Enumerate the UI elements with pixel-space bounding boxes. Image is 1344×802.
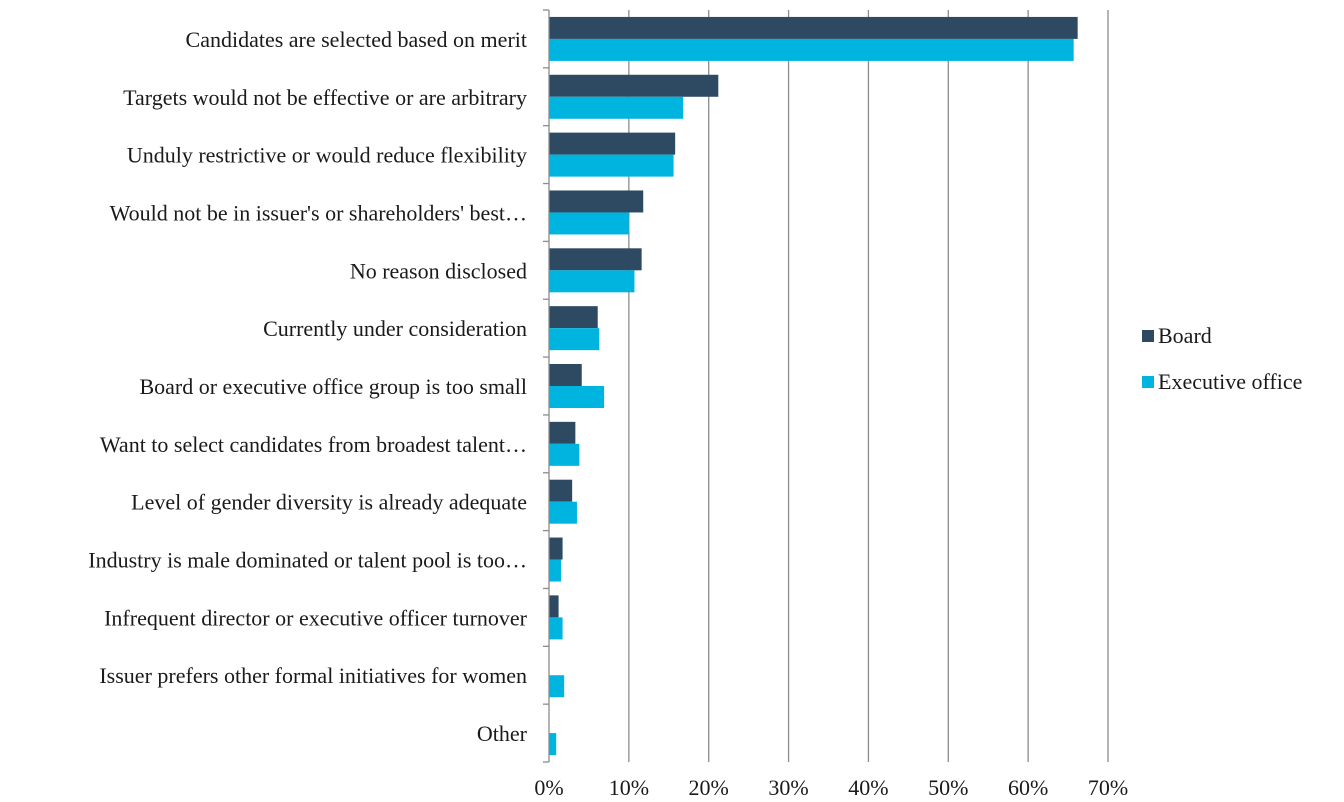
bar-board xyxy=(549,537,563,560)
bar-executive-office xyxy=(549,617,563,640)
x-tick-label: 30% xyxy=(768,775,808,800)
category-label: Infrequent director or executive officer… xyxy=(104,605,528,630)
category-label: Would not be in issuer's or shareholders… xyxy=(110,200,527,225)
x-tick-label: 20% xyxy=(689,775,729,800)
bar-board xyxy=(549,190,644,213)
bar-board xyxy=(549,306,598,329)
legend: Board Executive office xyxy=(1142,323,1302,394)
x-tick-label: 10% xyxy=(609,775,649,800)
legend-swatch-board xyxy=(1142,330,1154,342)
bar-board xyxy=(549,16,1078,39)
bar-board xyxy=(549,421,576,444)
bar-executive-office xyxy=(549,96,684,119)
bar-board xyxy=(549,479,573,502)
bar-board xyxy=(549,132,676,155)
category-label: Targets would not be effective or are ar… xyxy=(123,85,527,110)
category-label: Board or executive office group is too s… xyxy=(139,374,527,399)
legend-label-executive-office: Executive office xyxy=(1158,369,1302,394)
category-labels: Candidates are selected based on merit Ta… xyxy=(88,27,527,746)
category-label: Industry is male dominated or talent poo… xyxy=(88,548,527,573)
bar-board xyxy=(549,248,642,271)
bar-board xyxy=(549,74,719,97)
category-label: Issuer prefers other formal initiatives … xyxy=(99,663,527,688)
category-label: Unduly restrictive or would reduce flexi… xyxy=(127,143,527,168)
category-label: Level of gender diversity is already ade… xyxy=(131,490,527,515)
bar-executive-office xyxy=(549,675,565,698)
x-tick-label: 70% xyxy=(1088,775,1128,800)
category-label: Candidates are selected based on merit xyxy=(186,27,527,52)
bar-executive-office xyxy=(549,328,600,351)
category-label: Currently under consideration xyxy=(263,316,527,341)
legend-swatch-executive-office xyxy=(1142,376,1154,388)
category-label: Other xyxy=(477,721,528,746)
bar-board xyxy=(549,595,559,618)
category-label: No reason disclosed xyxy=(350,258,527,283)
bar-executive-office xyxy=(549,38,1074,61)
legend-label-board: Board xyxy=(1158,323,1212,348)
bar-executive-office xyxy=(549,212,629,235)
x-tick-label: 0% xyxy=(534,775,563,800)
gridlines xyxy=(628,10,1109,762)
bar-executive-office xyxy=(549,559,561,582)
x-tick-label: 40% xyxy=(848,775,888,800)
x-tick-label: 50% xyxy=(928,775,968,800)
x-tick-labels: 0% 10% 20% 30% 40% 50% 60% 70% xyxy=(534,775,1128,800)
bar-executive-office xyxy=(549,386,605,408)
bar-executive-office xyxy=(549,501,577,524)
axes xyxy=(543,9,550,763)
bar-board xyxy=(549,364,582,386)
x-tick-label: 60% xyxy=(1008,775,1048,800)
bar-executive-office xyxy=(549,733,557,756)
bar-executive-office xyxy=(549,154,674,177)
bar-executive-office xyxy=(549,443,580,466)
category-label: Want to select candidates from broadest … xyxy=(100,432,527,457)
bars xyxy=(549,16,1078,756)
bar-executive-office xyxy=(549,270,635,293)
